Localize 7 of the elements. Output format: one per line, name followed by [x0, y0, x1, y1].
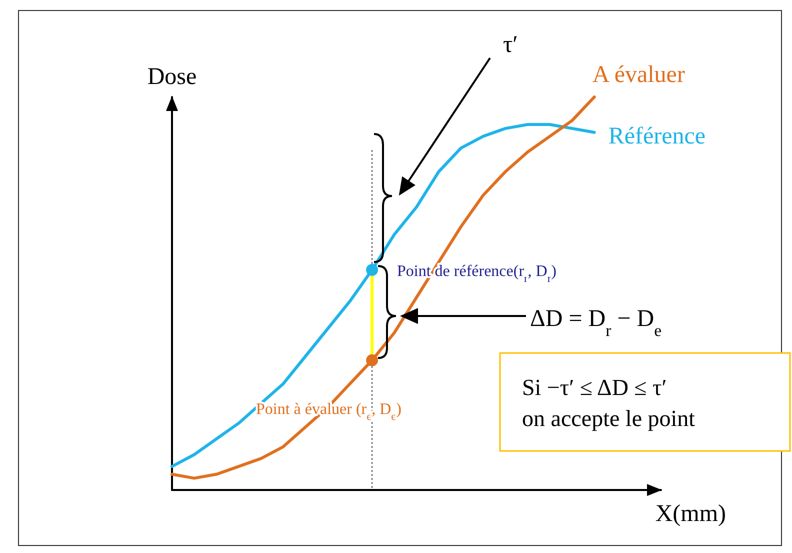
y-axis-title: Dose: [147, 64, 197, 90]
series-label: Référence: [608, 123, 706, 150]
series-label: A évaluer: [592, 62, 685, 88]
annotation: Si −τ′ ≤ ΔD ≤ τ′ on accepte le point: [522, 375, 696, 432]
annotation: ΔD = D$_{r}$ − D$_{e}$: [530, 306, 662, 340]
text: τ′: [503, 32, 518, 58]
x-axis-title: X(mm): [655, 501, 726, 527]
